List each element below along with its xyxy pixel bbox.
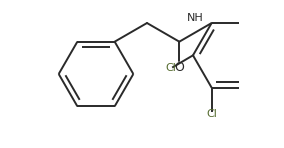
Text: O: O: [174, 61, 184, 74]
Text: Cl: Cl: [165, 63, 176, 73]
Text: Cl: Cl: [206, 109, 217, 119]
Text: NH: NH: [187, 13, 204, 23]
